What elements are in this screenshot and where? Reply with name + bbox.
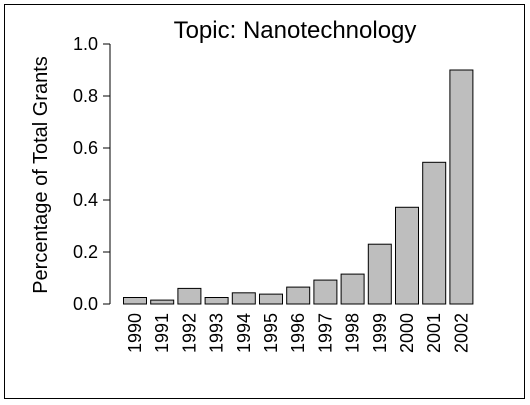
x-tick-label: 1996 bbox=[288, 313, 308, 353]
x-tick-label: 1991 bbox=[152, 313, 172, 353]
bar-1996 bbox=[286, 286, 311, 305]
y-ticks: 0.0 0.2 0.4 0.6 0.8 1.0 bbox=[73, 34, 110, 314]
x-tick-label: 1998 bbox=[343, 313, 363, 353]
y-tick-label: 0.2 bbox=[73, 242, 98, 262]
bar-2001 bbox=[422, 161, 447, 305]
x-tick-label: 2002 bbox=[451, 313, 471, 353]
figure-border bbox=[4, 4, 525, 399]
y-tick-label: 0.0 bbox=[73, 294, 98, 314]
y-axis-label: Percentage of Total Grants bbox=[30, 56, 52, 294]
bars bbox=[123, 69, 474, 305]
x-tick-label: 1995 bbox=[261, 313, 281, 353]
y-tick-label: 0.8 bbox=[73, 86, 98, 106]
bar-1990 bbox=[123, 297, 147, 305]
x-tick-label: 2000 bbox=[397, 313, 417, 353]
chart-title: Topic: Nanotechnology bbox=[174, 17, 417, 44]
bar-2002 bbox=[449, 69, 474, 305]
bar-1992 bbox=[177, 287, 202, 305]
bar-2000 bbox=[395, 206, 419, 305]
x-ticks: 1990 1991 1992 1993 1994 1995 1996 1997 1998 1999… bbox=[125, 313, 471, 353]
x-tick-label: 1990 bbox=[125, 313, 145, 353]
y-tick-label: 1.0 bbox=[73, 34, 98, 54]
x-tick-label: 1997 bbox=[315, 313, 335, 353]
x-tick-label: 1999 bbox=[370, 313, 390, 353]
x-tick-label: 1993 bbox=[207, 313, 227, 353]
y-tick-label: 0.6 bbox=[73, 138, 98, 158]
bar-1999 bbox=[367, 243, 392, 305]
x-tick-label: 1992 bbox=[179, 313, 199, 353]
bar-1997 bbox=[313, 279, 338, 305]
y-tick-label: 0.4 bbox=[73, 190, 98, 210]
bar-1994 bbox=[231, 292, 256, 305]
bar-1993 bbox=[204, 297, 229, 305]
bar-1998 bbox=[340, 273, 365, 305]
bar-1991 bbox=[150, 299, 175, 305]
x-tick-label: 2001 bbox=[424, 313, 444, 353]
x-tick-label: 1994 bbox=[234, 313, 254, 353]
bar-1995 bbox=[259, 293, 283, 305]
